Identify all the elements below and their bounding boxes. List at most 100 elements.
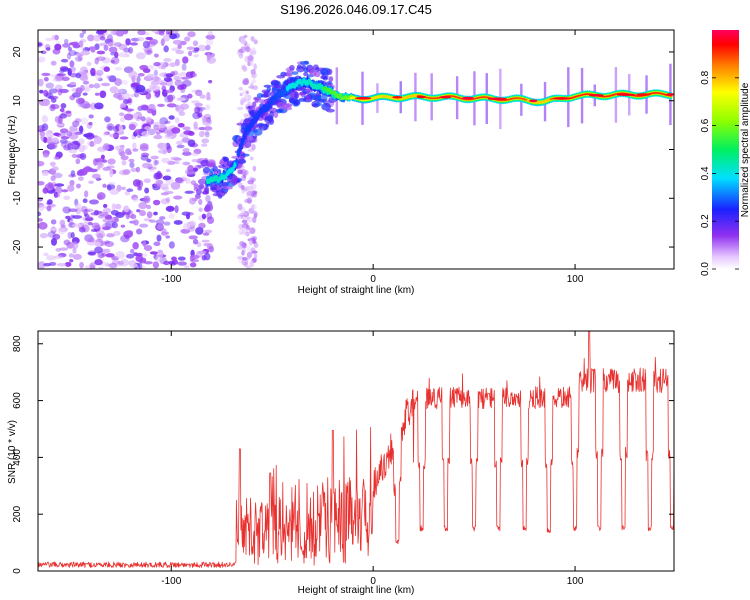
noise-blob bbox=[250, 82, 254, 90]
ridge-halo bbox=[263, 91, 272, 98]
noise-blob bbox=[168, 260, 175, 265]
noise-blob bbox=[125, 38, 131, 46]
noise-blob bbox=[143, 245, 153, 251]
noise-blob bbox=[102, 218, 111, 223]
noise-blob bbox=[80, 39, 87, 43]
noise-blob bbox=[45, 47, 51, 51]
noise-blob bbox=[237, 203, 243, 211]
noise-blob bbox=[113, 42, 122, 47]
noise-blob bbox=[195, 188, 202, 196]
noise-blob bbox=[40, 223, 46, 230]
noise-blob bbox=[114, 66, 123, 71]
snr-x-ticks: -100 0 100 bbox=[161, 331, 584, 587]
noise-blob bbox=[148, 65, 154, 70]
noise-blob bbox=[177, 256, 186, 261]
noise-blob bbox=[146, 49, 152, 54]
noise-blob bbox=[201, 138, 210, 144]
noise-blob bbox=[103, 44, 109, 51]
noise-blob bbox=[236, 214, 244, 219]
noise-blob bbox=[133, 219, 139, 226]
ridge-halo bbox=[272, 87, 279, 92]
noise-blob bbox=[163, 260, 171, 266]
noise-blob bbox=[249, 51, 253, 57]
noise-blob bbox=[179, 103, 190, 110]
ridge-cell bbox=[238, 142, 242, 151]
noise-blob bbox=[181, 137, 191, 143]
noise-blob bbox=[197, 178, 207, 185]
noise-blob bbox=[70, 144, 79, 149]
noise-blob bbox=[172, 70, 179, 76]
noise-blob bbox=[74, 56, 83, 62]
noise-blob bbox=[194, 106, 201, 114]
snr-ylabel: SNR (10 * v/v) bbox=[7, 420, 18, 484]
noise-blob bbox=[241, 91, 247, 96]
noise-blob bbox=[80, 50, 91, 56]
ridge-hotspot bbox=[636, 93, 651, 96]
noise-blob bbox=[245, 93, 252, 101]
noise-blob bbox=[138, 202, 148, 210]
noise-blob bbox=[110, 52, 116, 56]
noise-blob bbox=[168, 115, 175, 120]
noise-blob bbox=[128, 70, 138, 79]
ridge-hotspot bbox=[439, 95, 452, 99]
noise-blob bbox=[103, 211, 109, 217]
noise-blob bbox=[84, 213, 90, 218]
noise-blob bbox=[198, 222, 206, 229]
noise-blob bbox=[198, 183, 204, 190]
noise-blob bbox=[124, 53, 130, 58]
noise-blob bbox=[150, 155, 159, 160]
noise-blob bbox=[115, 30, 125, 37]
noise-blob bbox=[93, 34, 101, 42]
noise-blob bbox=[153, 53, 159, 58]
noise-blob bbox=[159, 216, 166, 220]
noise-blob bbox=[101, 248, 111, 254]
noise-blob bbox=[153, 183, 161, 188]
noise-blob bbox=[135, 228, 143, 235]
noise-blob bbox=[182, 148, 190, 153]
noise-blob bbox=[91, 222, 101, 230]
noise-blob bbox=[241, 219, 248, 224]
noise-blob bbox=[139, 145, 149, 152]
noise-blob bbox=[81, 208, 90, 214]
noise-blob bbox=[143, 178, 151, 184]
noise-blob bbox=[238, 53, 244, 59]
noise-blob bbox=[118, 112, 125, 117]
noise-blob bbox=[156, 170, 162, 178]
noise-blob bbox=[55, 40, 61, 44]
noise-blob bbox=[150, 80, 160, 86]
noise-blob bbox=[98, 266, 104, 269]
noise-blob bbox=[45, 130, 54, 139]
noise-blob bbox=[187, 31, 196, 38]
ridge-halo bbox=[321, 103, 331, 111]
noise-blob bbox=[70, 232, 75, 239]
noise-blob bbox=[97, 161, 104, 169]
noise-blob bbox=[85, 132, 95, 140]
noise-blob bbox=[153, 211, 158, 216]
noise-blob bbox=[249, 177, 257, 182]
ridge-halo bbox=[237, 158, 246, 164]
noise-blob bbox=[94, 57, 99, 65]
noise-blob bbox=[119, 116, 126, 123]
noise-blob bbox=[88, 114, 94, 119]
colorbar-tick-label: 0.8 bbox=[700, 70, 711, 84]
noise-blob bbox=[60, 136, 70, 140]
noise-blob bbox=[130, 167, 138, 173]
noise-blob bbox=[193, 183, 199, 189]
noise-blob bbox=[253, 191, 258, 198]
noise-blob bbox=[56, 123, 65, 127]
noise-blob bbox=[145, 116, 152, 123]
ridge-halo bbox=[328, 76, 334, 82]
noise-blob bbox=[137, 133, 142, 139]
noise-blob bbox=[129, 42, 139, 46]
noise-blob bbox=[204, 229, 213, 234]
noise-blob bbox=[174, 117, 180, 124]
noise-blob bbox=[134, 128, 142, 135]
noise-blob bbox=[206, 212, 213, 220]
noise-blob bbox=[246, 215, 250, 220]
noise-blob bbox=[138, 261, 143, 269]
noise-blob bbox=[41, 170, 49, 177]
noise-blob bbox=[191, 152, 199, 157]
noise-blob bbox=[94, 43, 100, 51]
noise-blob bbox=[139, 223, 149, 228]
ridge-halo bbox=[252, 135, 258, 139]
